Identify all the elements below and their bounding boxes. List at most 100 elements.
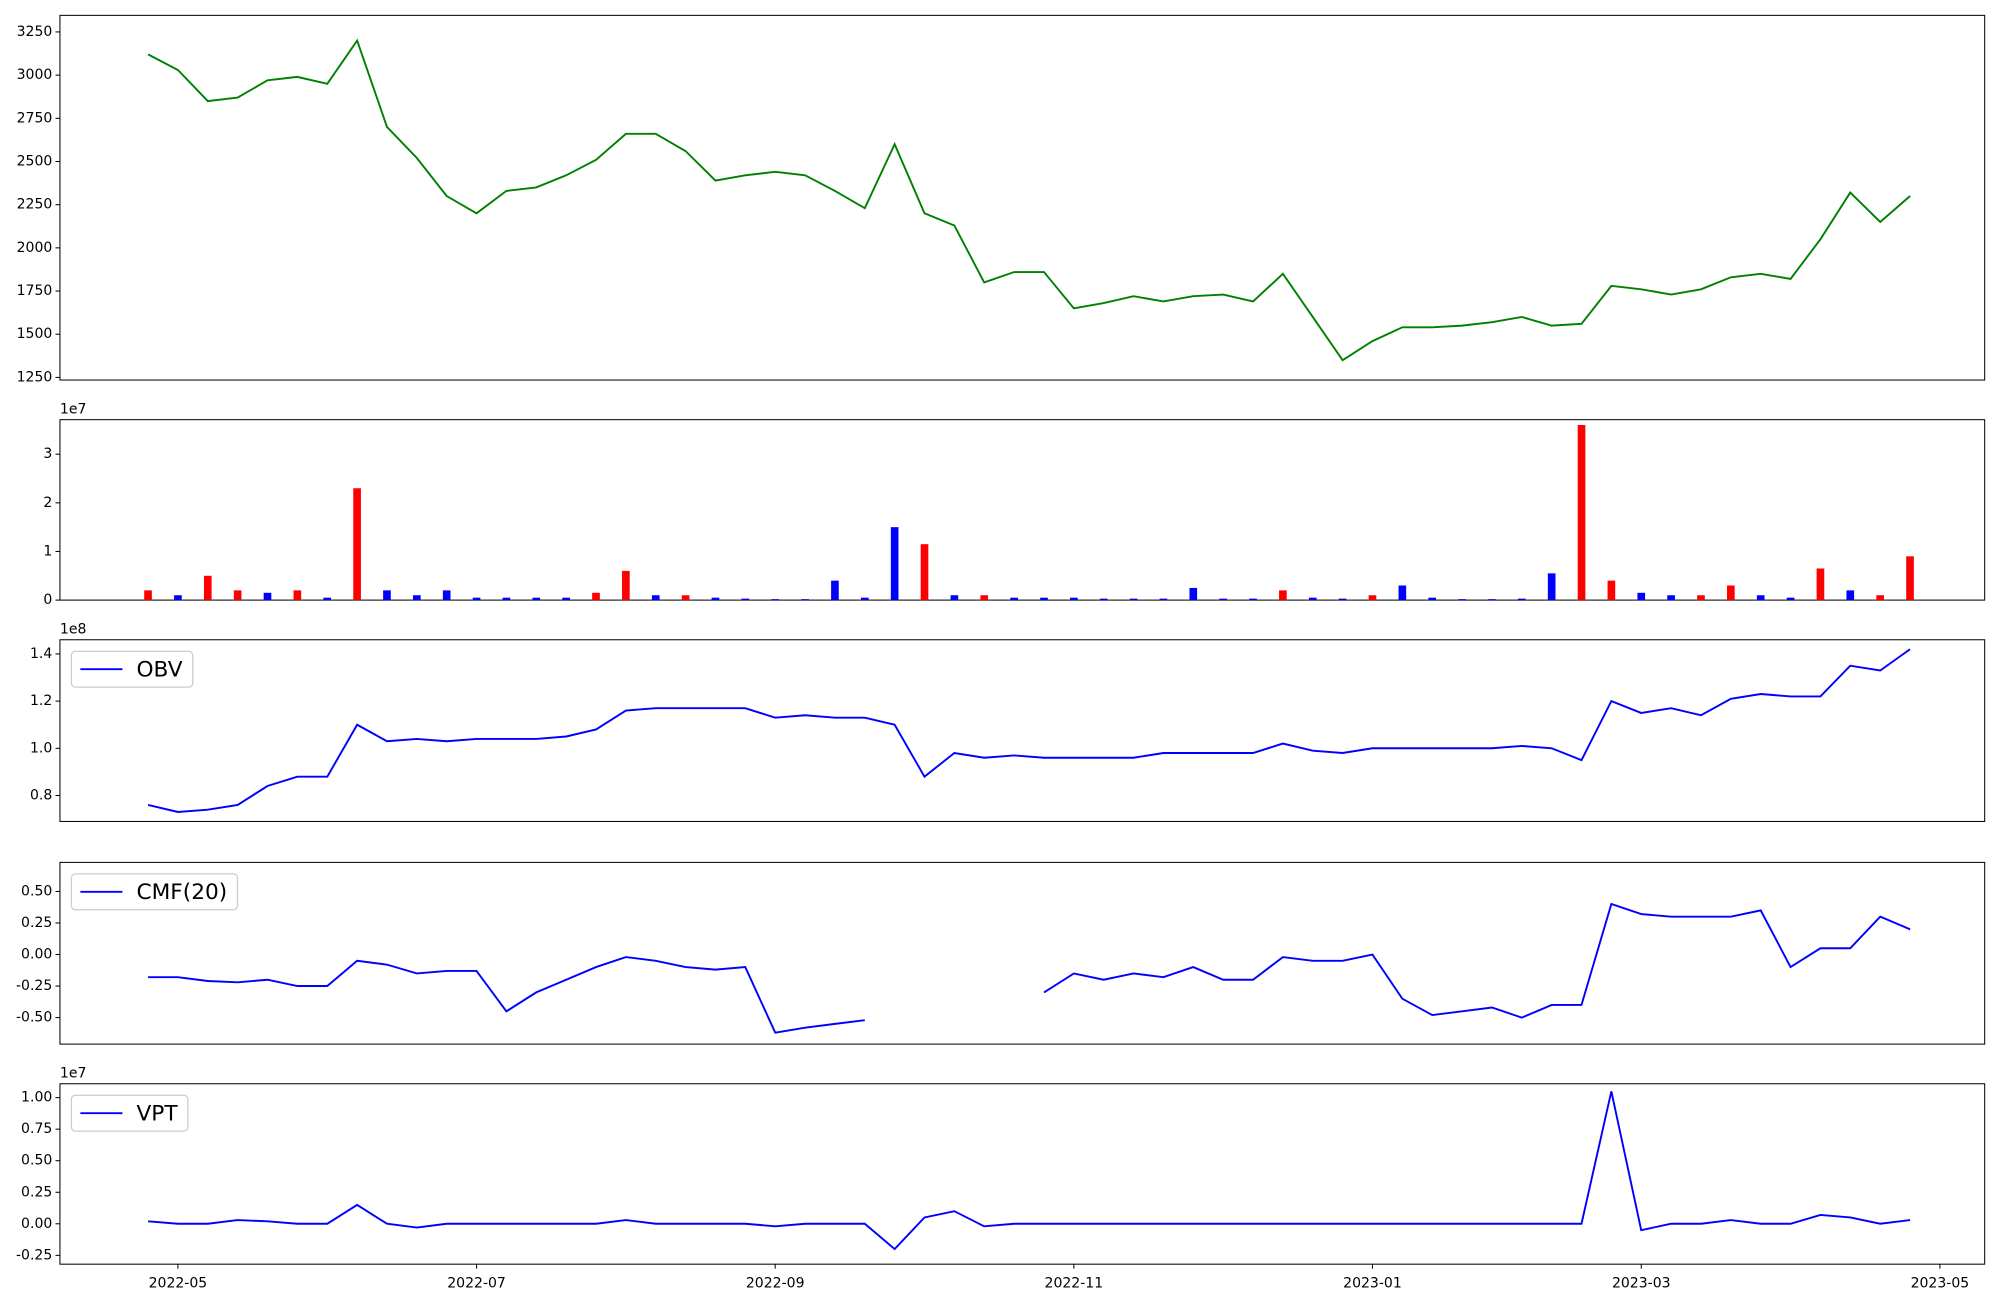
volume-bar (622, 570, 630, 601)
y-tick-label: 0.75 (21, 1121, 52, 1137)
y-tick-label: 0.50 (21, 883, 52, 899)
y-tick-label: 0.00 (21, 1216, 52, 1232)
y-tick-label: 2500 (17, 153, 53, 169)
y-tick-label: 2250 (17, 197, 53, 213)
y-tick-label: -0.50 (16, 1010, 52, 1026)
volume-bar (412, 595, 421, 601)
volume-bar (1756, 595, 1765, 601)
y-tick-label: 1250 (17, 369, 53, 385)
volume-bar (1816, 568, 1825, 601)
legend-box (70, 1094, 189, 1132)
volume-bar (1368, 595, 1377, 601)
volume-bar (831, 580, 839, 601)
volume-bar (1547, 573, 1556, 601)
volume-bar (442, 590, 451, 601)
legend-label: CMF(20) (136, 880, 227, 905)
x-tick-label: 2023-03 (1612, 1275, 1671, 1291)
volume-bar (1338, 598, 1347, 601)
volume-bar (144, 590, 152, 601)
volume-bar (1159, 598, 1168, 601)
y-tick-label: 0.25 (21, 915, 52, 931)
legend-label: OBV (136, 657, 182, 682)
volume-bar (1876, 595, 1884, 601)
y-tick-label: 1.00 (21, 1090, 52, 1106)
y-tick-label: 1750 (17, 283, 53, 299)
volume-bar (383, 590, 391, 601)
volume-bar (1577, 425, 1586, 601)
x-tick-label: 2023-01 (1343, 1275, 1402, 1291)
y-tick-label: 0.00 (21, 946, 52, 962)
volume-bar (502, 597, 511, 601)
data-line (148, 902, 1911, 1034)
volume-bar (263, 592, 272, 601)
axis-offset-label: 1e8 (60, 622, 86, 638)
volume-bar (203, 575, 212, 601)
data-line (148, 1091, 1911, 1251)
volume-bar (1488, 599, 1496, 601)
volume-bar (1040, 597, 1048, 601)
volume-bar (1607, 580, 1616, 601)
y-tick-label: 1.2 (30, 693, 52, 709)
volume-bar (532, 597, 541, 601)
plot-frame (59, 1083, 1986, 1265)
plot-frame (59, 419, 1986, 601)
data-line (147, 38, 1911, 362)
volume-bar (1697, 595, 1705, 601)
axis-offset-label: 1e7 (60, 1066, 86, 1082)
volume-bar (1428, 597, 1437, 601)
y-tick-label: 3250 (17, 24, 53, 40)
y-tick-label: -0.25 (16, 978, 52, 994)
volume-bar (472, 597, 481, 601)
volume-bar (1637, 592, 1646, 601)
volume-bar (681, 595, 690, 601)
y-tick-label: 3 (43, 446, 52, 462)
legend-box (70, 873, 239, 911)
volume-bar (1786, 597, 1795, 601)
volume-bar (1458, 599, 1466, 601)
volume-bar (651, 595, 660, 601)
volume-bar (1517, 598, 1526, 601)
volume-bar (980, 595, 989, 601)
legend-label: VPT (136, 1101, 178, 1126)
y-tick-label: 2 (43, 495, 52, 511)
volume-bar (562, 597, 570, 601)
data-line (147, 648, 1911, 813)
volume-bar (1010, 597, 1018, 601)
volume-bar (890, 527, 899, 601)
volume-bar (1279, 590, 1287, 601)
x-tick-label: 2022-05 (149, 1275, 208, 1291)
volume-bar (323, 597, 332, 601)
volume-bar (1727, 585, 1735, 601)
volume-bar (1846, 590, 1855, 601)
y-tick-label: 0 (43, 592, 52, 608)
volume-bar (1219, 598, 1227, 601)
volume-bar (920, 544, 929, 601)
y-tick-label: 2000 (17, 240, 53, 256)
volume-bar (233, 590, 242, 601)
volume-bar (174, 595, 182, 601)
y-tick-label: 0.50 (21, 1153, 52, 1169)
y-tick-label: 2750 (17, 110, 53, 126)
volume-bar (741, 598, 750, 601)
volume-bar (771, 599, 780, 601)
plot-frame (59, 14, 1986, 381)
legend-box (70, 650, 194, 688)
volume-bar (293, 590, 302, 601)
volume-bar (1129, 598, 1138, 601)
volume-bar (801, 599, 809, 601)
x-tick-label: 2023-05 (1911, 1275, 1970, 1291)
plot-frame (59, 861, 1986, 1045)
volume-bar (1099, 598, 1108, 601)
y-tick-label: 1500 (17, 326, 53, 342)
x-tick-label: 2022-11 (1045, 1275, 1104, 1291)
volume-bar (1667, 595, 1675, 601)
volume-bar (353, 488, 361, 601)
volume-bar (1398, 585, 1407, 601)
volume-bar (950, 595, 959, 601)
y-tick-label: -0.25 (16, 1247, 52, 1263)
volume-bar (860, 597, 869, 601)
volume-bar (711, 597, 720, 601)
volume-bar (1189, 587, 1198, 601)
volume-bar (592, 592, 600, 601)
